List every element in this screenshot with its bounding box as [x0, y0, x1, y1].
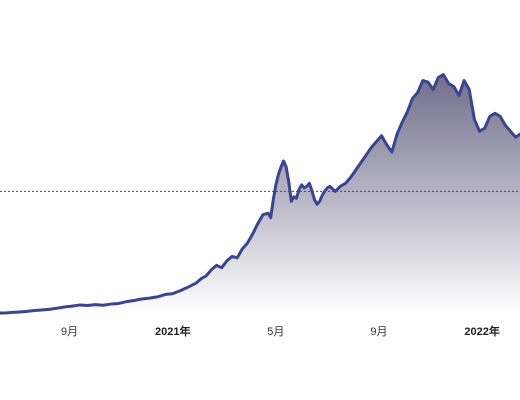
x-tick-label: 9月: [61, 326, 78, 338]
x-tick-label: 5月: [267, 326, 284, 338]
x-axis-ticks: 9月 2021年 5月 9月 2022年: [61, 324, 500, 338]
x-tick-label: 9月: [370, 326, 387, 338]
area-fill: [0, 74, 520, 313]
price-series-line: [0, 73, 520, 315]
x-tick-label: 2022年: [464, 324, 499, 338]
x-tick-label: 2021年: [155, 324, 190, 338]
